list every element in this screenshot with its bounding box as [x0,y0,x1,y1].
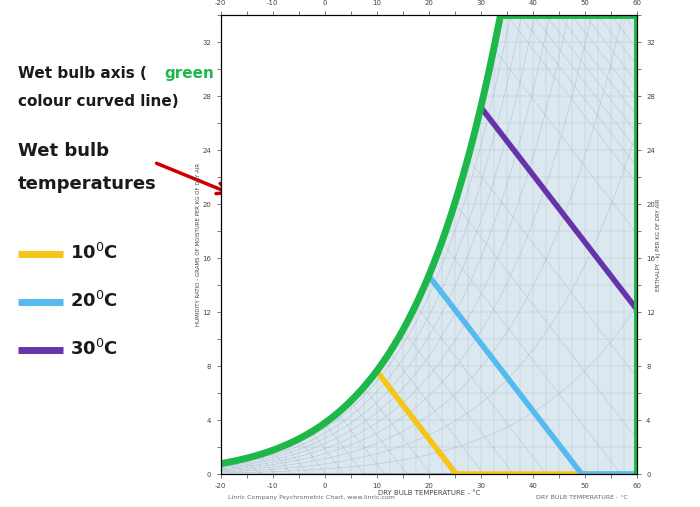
X-axis label: DRY BULB TEMPERATURE - °C: DRY BULB TEMPERATURE - °C [377,490,480,496]
Text: temperatures: temperatures [18,175,156,193]
Text: 10$^0$C: 10$^0$C [70,242,118,263]
Text: Wet bulb axis (: Wet bulb axis ( [18,66,146,81]
Polygon shape [220,15,637,464]
Text: DRY BULB TEMPERATURE - °C: DRY BULB TEMPERATURE - °C [536,495,627,500]
Text: green: green [164,66,214,81]
Text: 20$^0$C: 20$^0$C [70,291,118,311]
Text: Wet bulb: Wet bulb [18,142,108,160]
Text: Linric Company Psychrometric Chart, www.linric.com: Linric Company Psychrometric Chart, www.… [228,495,394,500]
Text: colour curved line): colour curved line) [18,94,178,109]
Y-axis label: HUMIDITY RATIO - GRAMS OF MOISTURE PER KG OF DRY AIR: HUMIDITY RATIO - GRAMS OF MOISTURE PER K… [196,163,201,326]
Text: 30$^0$C: 30$^0$C [70,339,118,359]
Y-axis label: ENTHALPY - kJ PER KG OF DRY AIR: ENTHALPY - kJ PER KG OF DRY AIR [657,198,661,291]
